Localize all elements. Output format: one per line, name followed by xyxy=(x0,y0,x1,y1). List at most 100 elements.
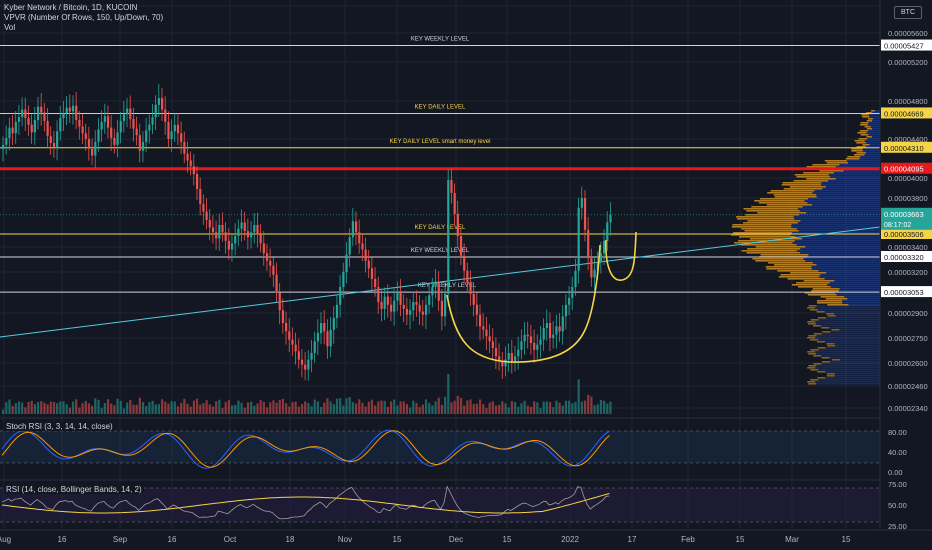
vpvr-bar-down xyxy=(755,260,806,262)
horizontal-levels[interactable]: KEY WEEKLY LEVEL KEY DAILY LEVEL KEY DAILY… xyxy=(0,37,880,293)
vpvr-bar-down xyxy=(793,180,829,182)
volume-bar xyxy=(491,401,494,414)
vpvr-bar-up xyxy=(798,208,880,210)
ascending-trendline xyxy=(0,226,881,338)
symbol-legend[interactable]: Kyber Network / Bitcoin, 1D, KUCOIN xyxy=(4,3,138,12)
trendline[interactable] xyxy=(0,226,881,338)
candle-body xyxy=(437,281,440,301)
candle-body xyxy=(234,235,237,244)
volume-bar xyxy=(40,401,43,414)
volume-bar xyxy=(434,401,437,414)
volume-bar xyxy=(351,402,354,414)
candle-body xyxy=(335,304,339,318)
vpvr-bar-down xyxy=(744,230,799,232)
vpvr-bar-up xyxy=(811,266,880,268)
volume-bar xyxy=(71,401,75,414)
vpvr-bar-down xyxy=(810,319,819,321)
vpvr-legend[interactable]: VPVR (Number Of Rows, 150, Up/Down, 70) xyxy=(4,13,164,22)
candle-body xyxy=(383,296,386,309)
vpvr-bar-down xyxy=(807,381,816,383)
candle-body xyxy=(568,297,571,305)
current-price-tag xyxy=(881,207,932,230)
candle-body xyxy=(78,120,81,127)
volume-bar xyxy=(94,398,97,414)
vpvr-bar-down xyxy=(783,188,823,190)
volume-bar xyxy=(192,400,195,414)
volume-bar xyxy=(310,406,313,414)
vpvr-bar-up xyxy=(818,369,880,371)
candle-body xyxy=(479,314,482,327)
volume-bar xyxy=(383,400,386,414)
vpvr-bar-up xyxy=(800,220,880,222)
candle-body xyxy=(472,293,475,305)
candle-body xyxy=(297,351,300,360)
vpvr-bar-down xyxy=(817,302,843,304)
candle-body xyxy=(469,282,472,294)
volume-bar xyxy=(313,399,316,414)
currency-badge[interactable]: BTC xyxy=(894,6,922,19)
volume-bar xyxy=(564,400,568,414)
volume-bar xyxy=(138,397,141,414)
candle-body xyxy=(453,193,456,214)
candle-body xyxy=(272,265,275,275)
candle-body xyxy=(539,339,542,345)
rsi-legend[interactable]: RSI (14, close, Bollinger Bands, 14, 2) xyxy=(4,485,144,494)
volume-bar xyxy=(189,406,192,414)
volume-bar xyxy=(43,402,46,414)
volume-legend[interactable]: Vol xyxy=(4,23,16,32)
vpvr-bar-down xyxy=(859,124,868,126)
candle-body xyxy=(151,117,154,125)
vpvr-bar-down xyxy=(743,222,798,224)
time-axis[interactable]: Aug 16 Sep 16 Oct 18 Nov 15 Dec 15 2022 17 Feb 15 Mar 1… xyxy=(0,529,932,544)
volume-bar xyxy=(367,401,370,414)
vpvr-bar-down xyxy=(817,377,826,379)
vpvr-bar-up xyxy=(815,337,880,339)
stoch-rsi-legend[interactable]: Stoch RSI (3, 3, 14, 14, close) xyxy=(4,422,115,431)
cup-handle-drawing[interactable] xyxy=(446,231,637,363)
volume-bar xyxy=(52,401,56,414)
volume-bar xyxy=(323,402,326,414)
price-tick-label: 0.00002900 xyxy=(888,309,928,318)
candle-body xyxy=(250,232,253,238)
vpvr-bar-up xyxy=(797,222,880,224)
volume-bar xyxy=(36,402,40,414)
vpvr-bar-up xyxy=(842,302,880,304)
candle-body xyxy=(227,240,230,250)
vpvr-bar-down xyxy=(860,134,869,136)
vpvr-bar-up xyxy=(818,379,880,381)
volume-bar xyxy=(250,401,253,414)
vpvr-bar-down xyxy=(827,304,849,306)
volume-bar xyxy=(456,395,459,414)
stoch-tick-label: 40.00 xyxy=(888,448,907,457)
vpvr-bar-down xyxy=(747,248,801,250)
vpvr-bar-down xyxy=(862,144,870,146)
candle-body xyxy=(183,141,186,154)
candle-body xyxy=(609,215,612,223)
volume-bar xyxy=(157,404,161,414)
vpvr-bar-down xyxy=(826,375,835,377)
vpvr-bar-down xyxy=(851,148,863,150)
vpvr-bar-down xyxy=(774,196,817,198)
candle-body xyxy=(377,287,380,303)
volume-bar xyxy=(33,404,36,414)
vpvr-bar-down xyxy=(770,190,815,192)
time-tick-label: 15 xyxy=(393,535,402,544)
volume-bar xyxy=(224,401,227,414)
rsi-ma-line xyxy=(1,493,610,514)
vpvr-bar-up xyxy=(836,294,880,296)
key-daily-level-mid-label: KEY DAILY LEVEL xyxy=(415,225,466,231)
candle-body xyxy=(316,333,320,342)
volume-bar xyxy=(307,402,310,414)
vpvr-bar-up xyxy=(829,361,880,363)
volume-bar xyxy=(469,399,472,414)
volume-bar xyxy=(364,406,367,414)
candle-body xyxy=(558,326,561,332)
volume-bar xyxy=(510,401,513,414)
stoch-d-line xyxy=(1,430,610,468)
candle-body xyxy=(43,112,46,121)
price-axis[interactable]: 0.00005600 0.00005200 0.00004800 0.00004400… xyxy=(879,0,932,550)
key-daily-level-mid-price-text: 0.00003506 xyxy=(884,230,924,239)
candle-body xyxy=(370,268,374,279)
vpvr-bar-down xyxy=(752,258,804,260)
